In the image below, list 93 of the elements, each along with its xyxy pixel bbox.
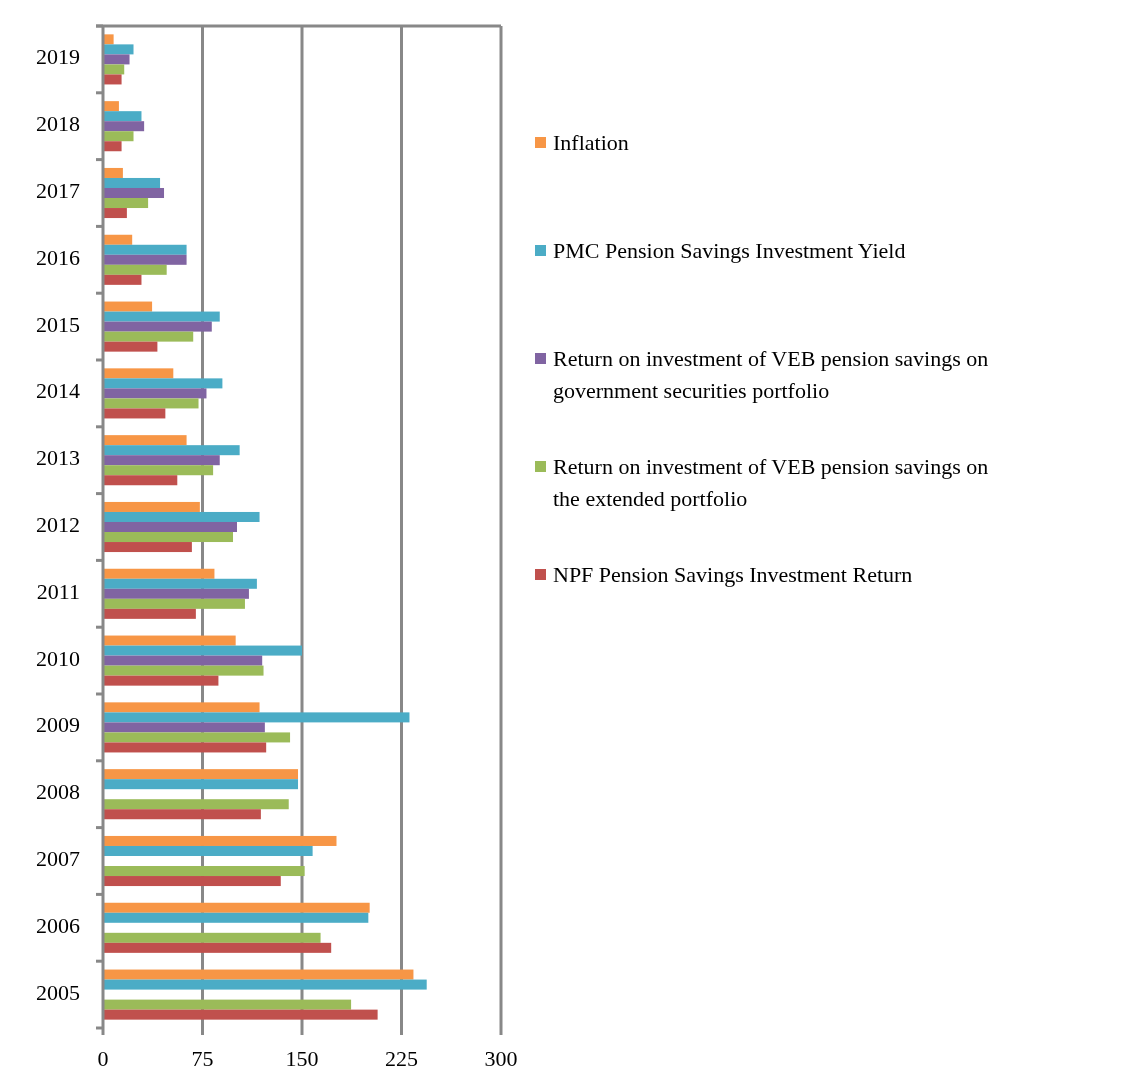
bar (103, 568, 215, 579)
bar (103, 769, 299, 780)
legend-label: Return on investment of VEB pension savings on the extended portfolio (553, 454, 989, 512)
x-tick-label: 0 (97, 1046, 109, 1068)
bar (103, 121, 145, 132)
bar (103, 876, 281, 887)
bar (103, 234, 133, 245)
bar (103, 378, 223, 389)
bar (103, 809, 261, 820)
y-tick-label: 2015 (36, 311, 80, 337)
bar (103, 274, 142, 285)
x-tick-label: 75 (191, 1046, 214, 1068)
bar (103, 702, 260, 713)
bar (103, 74, 122, 85)
y-tick-label: 2016 (36, 244, 80, 270)
bar (103, 866, 305, 877)
bar (103, 969, 414, 980)
bar (103, 254, 187, 265)
bar (103, 779, 299, 790)
bar (103, 44, 134, 55)
bar (103, 979, 427, 990)
bar (103, 465, 214, 476)
bar (103, 435, 187, 446)
x-tick-label: 225 (385, 1046, 418, 1068)
y-tick-label: 2011 (36, 578, 80, 604)
bar (103, 635, 236, 646)
bar (103, 187, 165, 199)
bar (103, 501, 200, 512)
y-tick-label: 2006 (36, 912, 80, 938)
bar (103, 722, 265, 733)
bar (103, 578, 257, 589)
bar (103, 608, 196, 619)
bar (103, 665, 264, 676)
bar (103, 588, 249, 599)
y-tick-label: 2018 (36, 111, 80, 137)
bar (103, 511, 260, 522)
bar (103, 675, 219, 686)
bar (103, 655, 263, 666)
bar (103, 1009, 378, 1020)
bar (103, 198, 149, 209)
bar (103, 799, 289, 810)
bar (103, 54, 130, 65)
bar (103, 742, 267, 753)
bar (103, 532, 234, 543)
y-tick-label: 2017 (36, 178, 80, 204)
y-tick-label: 2012 (36, 512, 80, 538)
bar (103, 388, 207, 399)
bar (103, 177, 161, 188)
bar (103, 311, 220, 322)
bar (103, 455, 220, 466)
x-tick-label: 150 (285, 1046, 319, 1068)
bar (103, 845, 313, 856)
y-tick-label: 2008 (36, 779, 80, 805)
bar (103, 835, 337, 846)
y-tick-label: 2019 (36, 44, 80, 70)
bar (103, 598, 245, 609)
bar (103, 942, 332, 953)
bar (103, 408, 166, 419)
legend-label: NPF Pension Savings Investment Return (553, 562, 913, 588)
bar (103, 111, 142, 122)
bar (103, 301, 153, 312)
y-tick-label: 2013 (36, 445, 80, 471)
y-tick-label: 2010 (36, 645, 80, 671)
bar (103, 244, 187, 255)
x-tick-label: 300 (484, 1046, 518, 1068)
bar (103, 732, 291, 743)
legend-label: PMC Pension Savings Investment Yield (553, 238, 906, 264)
y-tick-label: 2007 (36, 846, 80, 872)
bar (103, 445, 240, 456)
y-tick-label: 2005 (36, 979, 80, 1005)
bar (103, 264, 167, 275)
bar (103, 131, 134, 142)
bar (103, 167, 123, 178)
bar (103, 902, 370, 913)
bar (103, 932, 321, 943)
bar (103, 141, 122, 152)
legend-label: Return on investment of VEB pension savings on government securities portfolio (553, 346, 989, 404)
bar (103, 912, 369, 923)
bar (103, 542, 192, 553)
bar (103, 475, 178, 486)
bar (103, 208, 127, 219)
bar (103, 331, 194, 342)
y-tick-label: 2009 (36, 712, 80, 738)
legend-label: Inflation (553, 130, 629, 156)
bar (103, 645, 302, 656)
y-tick-label: 2014 (36, 378, 80, 404)
bar (103, 398, 199, 409)
bar (103, 321, 212, 332)
bar (103, 999, 352, 1010)
bar (103, 368, 174, 379)
bar (103, 521, 237, 533)
bar (103, 712, 410, 723)
bar (103, 341, 158, 352)
